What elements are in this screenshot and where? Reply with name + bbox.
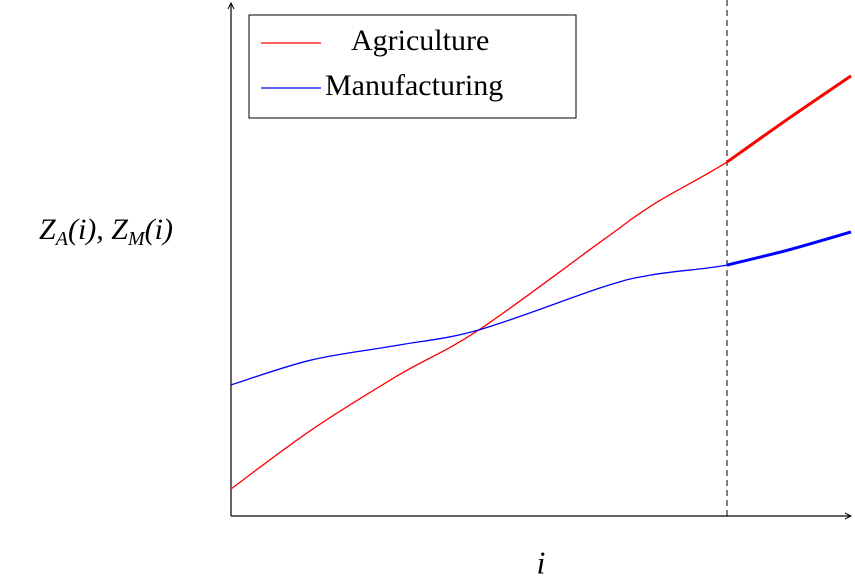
legend-box bbox=[248, 14, 577, 119]
y-axis-label: ZA​(i), ZM​(i) bbox=[39, 213, 173, 250]
legend-label: Agriculture bbox=[351, 24, 489, 57]
line-highlight bbox=[726, 230, 852, 267]
line-highlight bbox=[726, 74, 852, 164]
line-series bbox=[230, 75, 852, 490]
x-axis-label: i bbox=[537, 544, 546, 580]
line-series bbox=[230, 231, 852, 386]
legend-label: Manufacturing bbox=[325, 69, 503, 102]
